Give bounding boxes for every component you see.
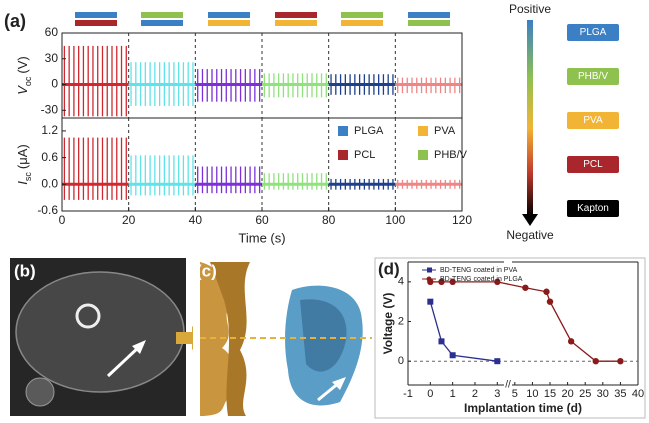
x-tick-label: 0 <box>427 388 433 400</box>
legend-swatch <box>418 126 428 136</box>
y-tick-label: 2 <box>398 315 404 327</box>
x-tick-label: -1 <box>403 388 413 400</box>
legend-label: BD-TENG coated in PLGA <box>440 276 523 283</box>
x-tick-label: 2 <box>472 388 478 400</box>
marker <box>592 357 599 365</box>
marker <box>546 298 554 305</box>
y-axis-title: Isc (μA) <box>15 144 33 184</box>
legend-label: PHB/V <box>434 149 468 161</box>
arrow-head <box>522 214 538 226</box>
marker <box>543 288 550 295</box>
y-tick-label: 0 <box>398 355 404 367</box>
marker <box>494 358 501 365</box>
material-label: PCL <box>583 159 603 170</box>
x-tick-label: 120 <box>452 213 472 227</box>
y-tick-label: 0.0 <box>41 176 58 190</box>
y-axis-title-unit: (V) <box>15 56 30 73</box>
x-tick-label: 30 <box>597 388 609 400</box>
x-tick-label: 15 <box>544 388 556 400</box>
marker <box>449 352 456 359</box>
x-tick-label: 3 <box>494 388 500 400</box>
y-axis-title: Voltage (V) <box>381 293 395 355</box>
x-tick-label: 35 <box>614 388 626 400</box>
x-tick-label: 20 <box>561 388 573 400</box>
marker <box>438 278 445 286</box>
x-tick-label: 80 <box>322 213 336 227</box>
y-axis-title-main: I <box>15 181 30 185</box>
material-label: PHB/V <box>578 71 608 82</box>
legend-label: PVA <box>434 125 456 137</box>
y-tick-label: -0.6 <box>37 203 58 217</box>
gradient-bar <box>527 20 533 216</box>
y-tick-label: 4 <box>398 276 404 288</box>
x-tick-label: 1 <box>450 388 456 400</box>
x-axis-title: Time (s) <box>238 230 285 245</box>
x-tick-label: 20 <box>122 213 136 227</box>
legend-marker <box>426 276 432 282</box>
marker <box>567 338 575 345</box>
panel-label: (a) <box>4 11 26 31</box>
render-image <box>193 258 373 416</box>
marker <box>617 357 624 365</box>
material-label: PVA <box>583 115 603 126</box>
material-box <box>567 68 619 85</box>
x-tick-label: 5 <box>512 388 518 400</box>
x-tick-label: 0 <box>59 213 66 227</box>
x-tick-label: 40 <box>189 213 203 227</box>
x-tick-label: 25 <box>579 388 591 400</box>
x-axis-title: Implantation time (d) <box>464 401 582 415</box>
material-label: PLGA <box>580 27 607 38</box>
legend-marker <box>427 267 432 273</box>
legend-swatch <box>338 126 348 136</box>
series-top-label: Positive <box>509 2 551 16</box>
y-axis-title-sub: oc <box>23 76 33 86</box>
y-tick-label: 1.2 <box>41 123 58 137</box>
material-box <box>567 156 619 173</box>
material-box <box>567 200 619 217</box>
ct-image <box>10 258 186 416</box>
axis-break: // <box>505 380 511 391</box>
legend-label: PLGA <box>354 125 384 137</box>
series-line <box>430 281 621 362</box>
pair-icons <box>75 12 450 26</box>
marker <box>494 278 501 286</box>
legend-label: BD-TENG coated in PVA <box>440 267 518 274</box>
series-line <box>429 301 498 362</box>
marker <box>438 338 445 345</box>
y-axis-title: Voc (V) <box>15 56 33 95</box>
legend-swatch <box>418 150 428 160</box>
y-tick-label: 30 <box>45 51 59 65</box>
material-box <box>567 24 619 41</box>
legend-label: PCL <box>354 149 375 161</box>
marker <box>449 278 456 286</box>
marker <box>427 298 434 305</box>
x-tick-label: 100 <box>385 213 405 227</box>
material-label: Kapton <box>577 203 609 214</box>
x-tick-label: 60 <box>255 213 269 227</box>
panel-label: (b) <box>14 261 36 280</box>
x-tick-label: 10 <box>526 388 538 400</box>
material-box <box>567 112 619 129</box>
panel-label: (d) <box>378 259 400 278</box>
marker <box>522 284 529 291</box>
legend-swatch <box>338 150 348 160</box>
y-tick-label: 0.6 <box>41 150 58 164</box>
panel-label: (c) <box>196 261 217 280</box>
y-tick-label: 0 <box>51 77 58 91</box>
x-tick-label: 40 <box>632 388 644 400</box>
y-tick-label: 60 <box>45 25 59 39</box>
y-axis-title-sub: sc <box>23 172 33 182</box>
series-bottom-label: Negative <box>506 228 554 242</box>
y-axis-title-main: V <box>15 85 30 95</box>
y-axis-title-unit: (μA) <box>15 144 30 169</box>
y-tick-label: -30 <box>41 102 59 116</box>
